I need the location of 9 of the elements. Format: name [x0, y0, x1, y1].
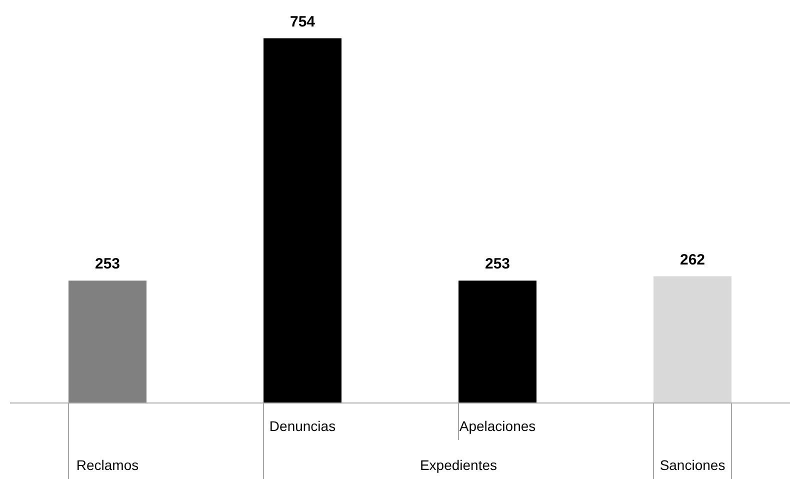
data-label: 262	[680, 251, 706, 268]
x-tick-label: Apelaciones	[459, 418, 536, 434]
data-label: 754	[290, 13, 316, 30]
x-tick-label: Denuncias	[269, 418, 336, 434]
x-tick-label: Reclamos	[76, 457, 139, 473]
data-label: 253	[94, 256, 120, 273]
data-label: 253	[484, 256, 510, 273]
x-tick-label: Sanciones	[660, 457, 726, 473]
text: Expedientes	[420, 457, 498, 473]
